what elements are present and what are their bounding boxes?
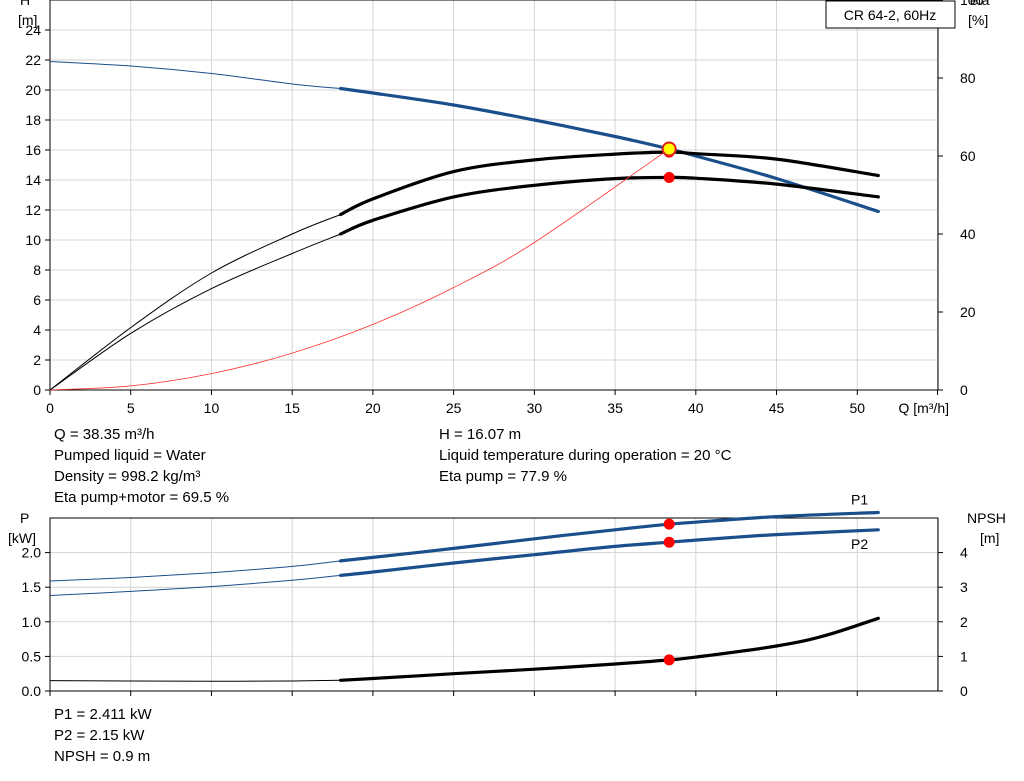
info-liquid-temperature: Liquid temperature during operation = 20…: [439, 447, 732, 464]
info-eta-pump-motor: Eta pump+motor = 69.5 %: [54, 489, 230, 506]
y-tick-label: 18: [25, 112, 41, 128]
plot-frame: [49, 0, 939, 391]
y-axis-label: H: [20, 0, 30, 8]
curve-p1-thin: [49, 560, 341, 582]
y-right-tick-label: 80: [960, 70, 976, 86]
curve-eta-pump-thin: [49, 214, 341, 391]
y-right-axis-label: NPSH: [967, 510, 1006, 526]
y-right-axis-unit: [m]: [980, 530, 999, 546]
info-pumped-liquid: Pumped liquid = Water: [54, 447, 206, 464]
y-tick-label: 12: [25, 202, 41, 218]
y-right-tick-label: 0: [960, 683, 968, 699]
x-tick-label: 50: [849, 400, 865, 416]
y-axis-unit: [kW]: [8, 530, 36, 546]
power-npsh-chart: 0.0 0.5 1.0 1.5 2.0 0 1 2 3 4 P [kW] NPSH [m] P1 P2: [8, 491, 1006, 699]
duty-point-marker: [661, 141, 677, 157]
y-right-axis-unit: [%]: [968, 12, 988, 28]
curve-system-curve: [49, 148, 670, 391]
y-tick-label: 2.0: [22, 545, 42, 561]
curve-eta-pump-bold: [339, 150, 880, 217]
x-tick-label: 40: [688, 400, 704, 416]
y-tick-label: 4: [33, 322, 41, 338]
operating-point-marker: [663, 518, 675, 530]
x-tick-label: 10: [204, 400, 220, 416]
y-right-axis-label: eta: [970, 0, 990, 8]
curve-h-bold: [339, 86, 880, 214]
curve-p2-bold: [339, 528, 880, 577]
y-tick-label: 10: [25, 232, 41, 248]
curve-npsh-bold: [339, 616, 880, 682]
y-tick-label: 8: [33, 262, 41, 278]
x-tick-label: 0: [46, 400, 54, 416]
info-block-bottom: P1 = 2.411 kW P2 = 2.15 kW NPSH = 0.9 m: [54, 704, 152, 767]
y-right-tick-label: 0: [960, 382, 968, 398]
curve-eta-pump-motor-bold: [339, 175, 880, 236]
y-right-tick-label: 1: [960, 648, 968, 664]
y-tick-label: 16: [25, 142, 41, 158]
info-eta-pump: Eta pump = 77.9 %: [439, 468, 567, 485]
info-head: H = 16.07 m: [439, 426, 522, 443]
y-right-tick-label: 2: [960, 614, 968, 630]
info-flow: Q = 38.35 m³/h: [54, 426, 155, 443]
curve-npsh-thin: [49, 679, 341, 682]
y-right-tick-label: 60: [960, 148, 976, 164]
x-tick-label: 25: [446, 400, 462, 416]
y-tick-label: 20: [25, 82, 41, 98]
operating-point-marker: [663, 536, 675, 548]
title-box: [825, 0, 956, 29]
y-tick-label: 22: [25, 52, 41, 68]
info-density: Density = 998.2 kg/m³: [54, 468, 201, 485]
operating-point-marker: [663, 171, 675, 183]
series-label-p2: P2: [851, 536, 868, 552]
info-block-right: H = 16.07 m Liquid temperature during op…: [439, 424, 731, 487]
y-tick-label: 1.0: [22, 614, 42, 630]
y-axis-unit: [m]: [18, 12, 37, 28]
y-axis-label: P: [20, 510, 29, 526]
y-tick-label: 14: [25, 172, 41, 188]
series-label-p1: P1: [851, 491, 868, 507]
y-tick-label: 0.0: [22, 683, 42, 699]
curve-h-thin: [49, 61, 341, 89]
y-right-tick-label: 20: [960, 304, 976, 320]
plot-frame: [49, 517, 939, 692]
y-right-tick-label: 100: [960, 0, 984, 8]
curve-p2-thin: [49, 574, 341, 596]
y-right-tick-label: 4: [960, 545, 968, 561]
curve-eta-pump-motor-thin: [49, 233, 341, 391]
info-npsh: NPSH = 0.9 m: [54, 748, 151, 765]
y-tick-label: 2: [33, 352, 41, 368]
y-tick-label: 0.5: [22, 648, 42, 664]
info-block-left: Q = 38.35 m³/h Pumped liquid = Water Den…: [54, 424, 229, 508]
chart-title: CR 64-2, 60Hz: [844, 7, 937, 23]
x-tick-label: 15: [284, 400, 300, 416]
y-tick-label: 0: [33, 382, 41, 398]
x-tick-label: 5: [127, 400, 135, 416]
y-tick-label: 1.5: [22, 579, 42, 595]
x-tick-label: 30: [527, 400, 543, 416]
y-tick-label: 24: [25, 22, 41, 38]
operating-point-marker: [663, 654, 675, 666]
y-right-tick-label: 3: [960, 579, 968, 595]
curve-p1-bold: [339, 510, 880, 563]
x-tick-label: 20: [365, 400, 381, 416]
info-p1: P1 = 2.411 kW: [54, 706, 152, 723]
y-right-tick-label: 40: [960, 226, 976, 242]
info-p2: P2 = 2.15 kW: [54, 727, 145, 744]
x-tick-label: 45: [769, 400, 785, 416]
x-axis-label: Q [m³/h]: [898, 400, 949, 416]
x-tick-label: 35: [607, 400, 623, 416]
y-tick-label: 6: [33, 292, 41, 308]
